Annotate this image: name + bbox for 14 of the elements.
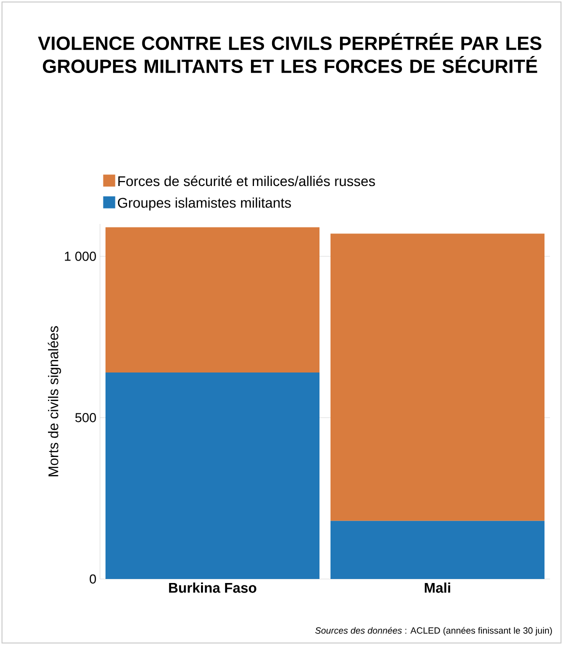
bar [106, 227, 320, 372]
legend-label: Groupes islamistes militants [118, 198, 291, 211]
y-tick-label: 500 [75, 413, 96, 422]
x-tick-label: Burkina Faso [169, 582, 256, 593]
x-tick-label: Mali [424, 582, 450, 593]
y-axis-title: Morts de civils signalées [48, 326, 62, 476]
text: Sources des données : ACLED (années finissant le 30 juin) [315, 626, 552, 636]
bar [106, 372, 320, 579]
bar [330, 234, 545, 521]
y-tick-label: 0 [90, 574, 96, 584]
bar [330, 520, 545, 579]
chart-title: VIOLENCE CONTRE LES CIVILS PERPÉTRÉE PAR LES GROUPES MILITANTS ET LES FORCES DE SÉCURITÉ [38, 32, 542, 74]
legend-label: Forces de sécurité et milices/alliés russes [118, 176, 375, 186]
y-tick-label: 1 000 [64, 252, 96, 261]
